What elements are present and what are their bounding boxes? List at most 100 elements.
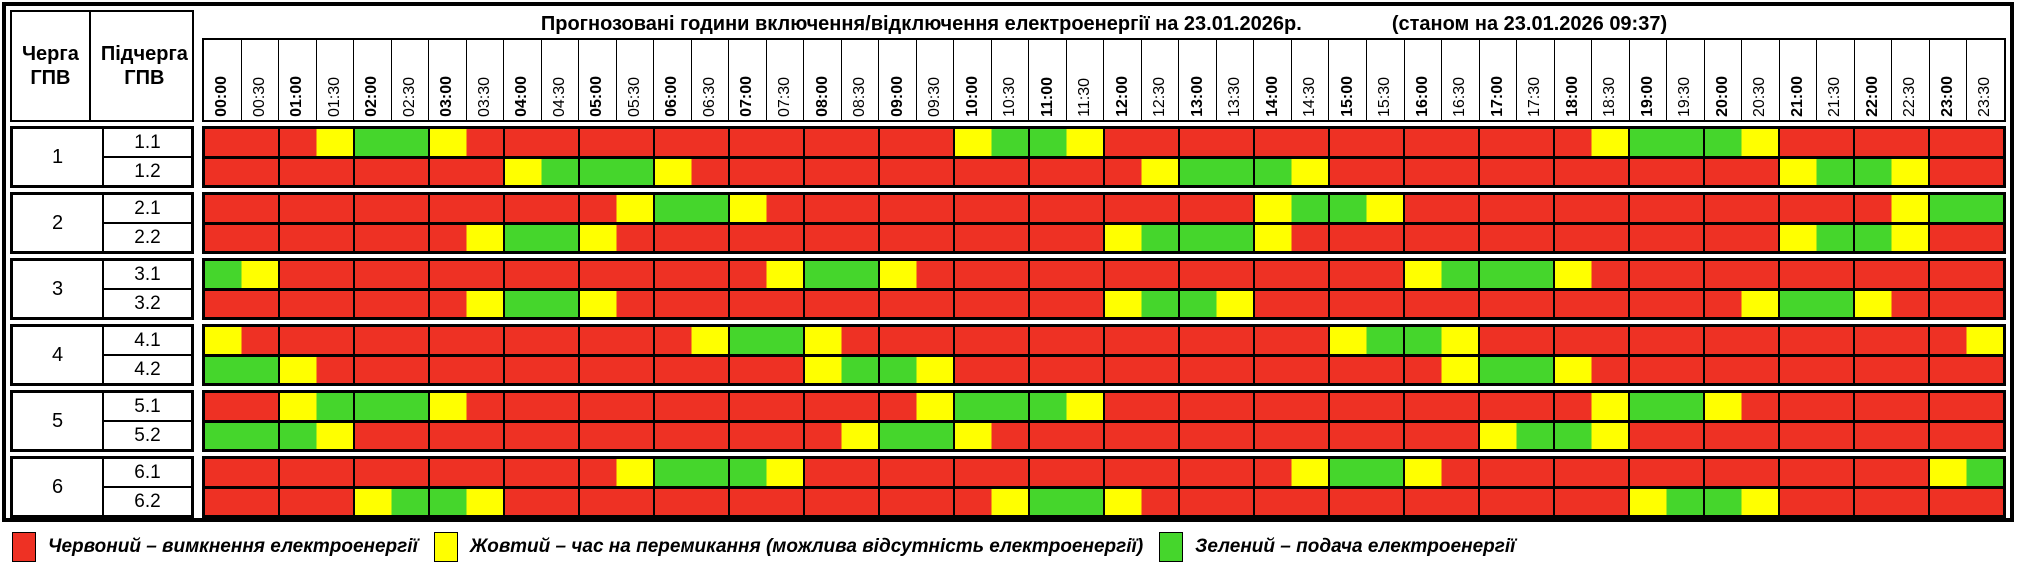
schedule-hour-cell [1930,459,2003,486]
schedule-hour-cell [1930,290,2003,317]
schedule-hour-cell [505,393,580,420]
schedule-hour-cell [355,393,430,420]
time-column-header: 13:00 [1179,40,1217,120]
queue-group-schedule [202,390,2006,452]
schedule-hour-cell [430,356,505,383]
schedule-hour-cell [655,224,730,251]
time-column-header: 05:30 [617,40,655,120]
time-column-header: 09:00 [879,40,917,120]
schedule-hour-cell [1705,356,1780,383]
schedule-hour-cell [580,195,655,222]
schedule-hour-cell [1030,129,1105,156]
schedule-hour-cell [1780,224,1855,251]
schedule-hour-cell [805,459,880,486]
schedule-hour-cell [1405,459,1480,486]
schedule-hour-cell [580,290,655,317]
schedule-hour-cell [430,129,505,156]
schedule-hour-cell [1780,488,1855,515]
schedule-hour-cell [1480,327,1555,354]
schedule-hour-cell [505,422,580,449]
schedule-hour-cell [1105,393,1180,420]
schedule-hour-cell [430,459,505,486]
schedule-hour-cell [1705,158,1780,185]
schedule-hour-cell [205,195,280,222]
schedule-hour-cell [1030,224,1105,251]
subqueue-number: 5.2 [104,420,191,449]
schedule-hour-cell [280,158,355,185]
subqueue-number: 3.2 [104,288,191,317]
schedule-hour-cell [205,422,280,449]
schedule-hour-cell [1255,158,1330,185]
schedule-hour-cell [580,129,655,156]
schedule-row [205,221,2003,251]
schedule-table: Черга ГПВ Підчерга ГПВ Прогнозовані годи… [2,2,2014,522]
schedule-hour-cell [355,158,430,185]
schedule-hour-cell [1780,459,1855,486]
time-column-header: 18:30 [1592,40,1630,120]
schedule-hour-cell [580,327,655,354]
schedule-hour-cell [1630,422,1705,449]
time-column-header: 01:00 [279,40,317,120]
schedule-row [205,195,2003,222]
queue-group-labels: 5 5.1 5.2 [10,390,194,452]
schedule-hour-cell [1630,488,1705,515]
queue-group: 3 3.1 3.2 [10,258,2006,320]
time-column-header: 03:00 [429,40,467,120]
schedule-hour-cell [355,224,430,251]
schedule-hour-cell [1255,224,1330,251]
queue-group-labels: 6 6.1 6.2 [10,456,194,518]
schedule-hour-cell [955,158,1030,185]
schedule-hour-cell [655,422,730,449]
time-column-header: 02:30 [392,40,430,120]
schedule-row [205,353,2003,383]
schedule-hour-cell [805,393,880,420]
schedule-hour-cell [505,356,580,383]
schedule-hour-cell [1030,488,1105,515]
time-column-header: 05:00 [579,40,617,120]
schedule-hour-cell [280,224,355,251]
schedule-hour-cell [880,356,955,383]
schedule-hour-cell [1105,488,1180,515]
schedule-hour-cell [1180,290,1255,317]
schedule-hour-cell [1405,393,1480,420]
schedule-hour-cell [355,459,430,486]
schedule-hour-cell [955,393,1030,420]
time-column-header: 21:30 [1817,40,1855,120]
schedule-hour-cell [805,129,880,156]
queue-number: 2 [13,195,104,251]
schedule-hour-cell [1555,290,1630,317]
queue-number: 5 [13,393,104,449]
time-column-header: 23:30 [1976,76,1994,117]
queue-group: 5 5.1 5.2 [10,390,2006,452]
schedule-hour-cell [355,356,430,383]
schedule-hour-cell [1030,327,1105,354]
schedule-hour-cell [1030,158,1105,185]
legend-item: Червоний – вимкнення електроенергії [12,532,418,562]
schedule-hour-cell [730,356,805,383]
schedule-hour-cell [1555,195,1630,222]
time-column-header: 11:00 [1029,40,1067,120]
schedule-hour-cell [655,129,730,156]
schedule-hour-cell [280,488,355,515]
legend-color-swatch [1159,532,1184,562]
schedule-hour-cell [1780,356,1855,383]
schedule-hour-cell [1780,290,1855,317]
schedule-hour-cell [1255,290,1330,317]
schedule-hour-cell [1405,327,1480,354]
time-column-header: 23:00 [1930,40,1968,120]
queue-group: 4 4.1 4.2 [10,324,2006,386]
legend-item: Жовтий – час на перемикання (можлива від… [433,532,1143,562]
time-column-header: 06:00 [654,40,692,120]
schedule-hour-cell [955,459,1030,486]
schedule-hour-cell [580,224,655,251]
time-column-header: 07:00 [729,40,767,120]
schedule-hour-cell [1930,224,2003,251]
schedule-hour-cell [955,129,1030,156]
queue-group-schedule [202,126,2006,188]
queue-group-schedule [202,258,2006,320]
queue-group-labels: 4 4.1 4.2 [10,324,194,386]
schedule-hour-cell [1705,129,1780,156]
schedule-hour-cell [880,158,955,185]
schedule-hour-cell [1480,488,1555,515]
schedule-hour-cell [730,488,805,515]
